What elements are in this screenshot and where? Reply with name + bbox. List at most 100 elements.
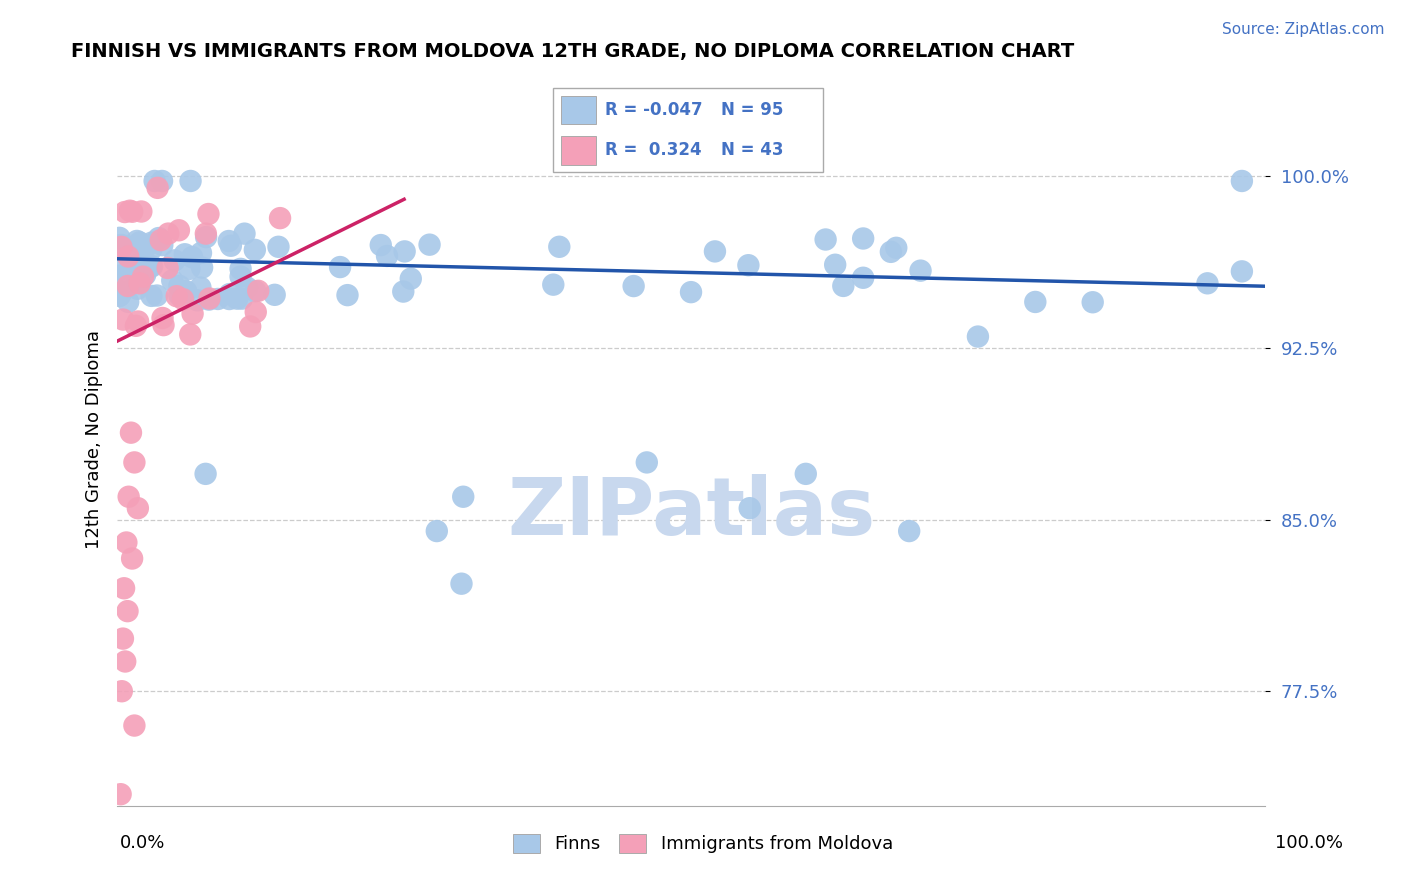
Point bbox=[131, 204, 153, 219]
Point bbox=[169, 279, 191, 293]
Point bbox=[967, 329, 990, 343]
Y-axis label: 12th Grade, No Diploma: 12th Grade, No Diploma bbox=[86, 330, 103, 549]
Point bbox=[1230, 264, 1253, 278]
Point bbox=[884, 241, 907, 255]
Point bbox=[181, 250, 204, 264]
Point bbox=[108, 289, 131, 303]
Point bbox=[157, 227, 180, 241]
Point bbox=[114, 205, 136, 219]
Point bbox=[127, 314, 149, 328]
Point bbox=[117, 294, 139, 309]
Point bbox=[852, 270, 875, 285]
Point bbox=[118, 250, 141, 264]
Point bbox=[121, 204, 143, 219]
Point bbox=[112, 581, 135, 595]
Point bbox=[370, 238, 392, 252]
Point bbox=[197, 207, 219, 221]
Point bbox=[139, 260, 162, 274]
Point bbox=[329, 260, 352, 274]
Point bbox=[111, 285, 134, 299]
Point bbox=[173, 247, 195, 261]
Point bbox=[245, 305, 267, 319]
Point bbox=[108, 262, 131, 277]
Point bbox=[141, 235, 163, 250]
Text: ZIPatlas: ZIPatlas bbox=[508, 474, 875, 552]
Point bbox=[704, 244, 727, 259]
Point bbox=[148, 231, 170, 245]
Point bbox=[115, 535, 138, 549]
Point bbox=[132, 269, 155, 284]
Point bbox=[623, 279, 645, 293]
Point bbox=[128, 277, 150, 291]
Point bbox=[112, 312, 135, 326]
Point bbox=[162, 274, 184, 288]
Point bbox=[910, 263, 932, 277]
Point bbox=[392, 285, 415, 299]
Point bbox=[118, 203, 141, 218]
Point bbox=[738, 501, 761, 516]
Point bbox=[125, 234, 148, 248]
Point bbox=[111, 684, 134, 698]
Point bbox=[141, 289, 163, 303]
Point bbox=[179, 261, 201, 276]
Point bbox=[128, 235, 150, 250]
Point bbox=[218, 287, 240, 301]
Point bbox=[451, 490, 474, 504]
Point bbox=[226, 292, 249, 306]
Point bbox=[394, 244, 416, 259]
Point bbox=[794, 467, 817, 481]
Point bbox=[194, 227, 217, 241]
Point bbox=[117, 250, 139, 264]
Point bbox=[336, 288, 359, 302]
Point bbox=[824, 258, 846, 272]
Point bbox=[179, 327, 201, 342]
Text: Source: ZipAtlas.com: Source: ZipAtlas.com bbox=[1222, 22, 1385, 37]
Point bbox=[134, 268, 156, 282]
Point bbox=[114, 655, 136, 669]
Point bbox=[852, 231, 875, 245]
Point bbox=[111, 632, 134, 646]
Point bbox=[1197, 277, 1219, 291]
Point bbox=[146, 288, 169, 302]
Point bbox=[141, 242, 163, 256]
Point bbox=[218, 292, 240, 306]
Point bbox=[124, 455, 146, 469]
Point bbox=[190, 246, 212, 260]
Point bbox=[150, 238, 173, 252]
Point bbox=[543, 277, 565, 292]
Point bbox=[245, 284, 267, 298]
Point bbox=[239, 319, 262, 334]
Point bbox=[243, 243, 266, 257]
Point bbox=[450, 576, 472, 591]
Point bbox=[186, 293, 208, 308]
Point bbox=[219, 238, 242, 252]
Point bbox=[207, 292, 229, 306]
Point bbox=[426, 524, 449, 538]
Point bbox=[127, 258, 149, 272]
Text: 0.0%: 0.0% bbox=[120, 834, 165, 852]
Point bbox=[121, 551, 143, 566]
Point bbox=[134, 238, 156, 252]
Point bbox=[146, 181, 169, 195]
Point bbox=[198, 292, 221, 306]
Point bbox=[125, 318, 148, 333]
Point bbox=[1230, 174, 1253, 188]
Point bbox=[108, 268, 131, 283]
Point bbox=[236, 281, 259, 295]
Point bbox=[108, 231, 131, 245]
Point bbox=[247, 284, 270, 298]
Point bbox=[172, 284, 194, 298]
Point bbox=[163, 253, 186, 268]
Point bbox=[814, 233, 837, 247]
Point bbox=[832, 279, 855, 293]
Point bbox=[167, 223, 190, 237]
Point bbox=[156, 260, 179, 275]
Point bbox=[181, 307, 204, 321]
Point bbox=[127, 282, 149, 296]
Point bbox=[229, 269, 252, 284]
Point bbox=[134, 241, 156, 255]
Point bbox=[152, 318, 174, 332]
Point bbox=[636, 455, 658, 469]
Point bbox=[120, 425, 142, 440]
Point bbox=[174, 284, 197, 298]
